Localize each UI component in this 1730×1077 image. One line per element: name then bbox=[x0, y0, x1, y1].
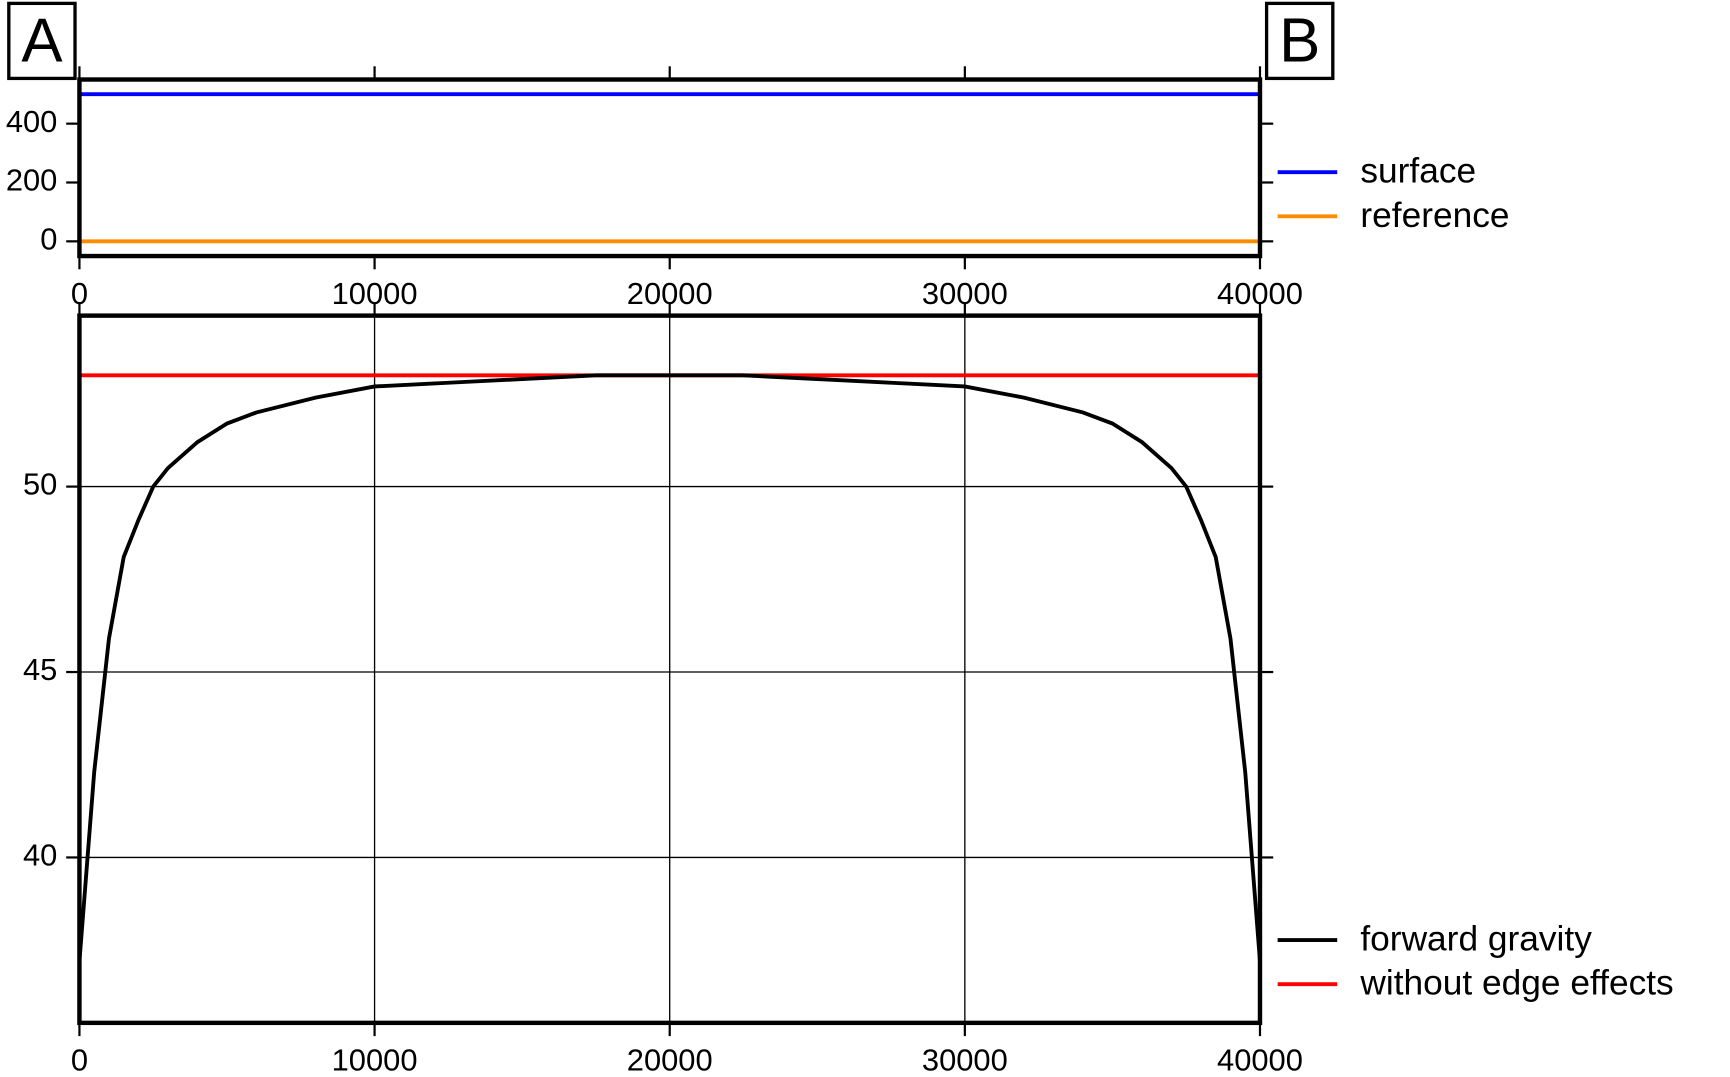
plot-frame bbox=[77, 77, 1263, 259]
x-tick-label: 0 bbox=[71, 276, 88, 311]
x-tick-label: 20000 bbox=[627, 1043, 713, 1077]
y-tick-label: 50 bbox=[23, 467, 57, 502]
legend-label: reference bbox=[1360, 196, 1509, 235]
x-tick-label: 40000 bbox=[1217, 1043, 1303, 1077]
x-tick-label: 30000 bbox=[922, 1043, 1008, 1077]
y-tick-label: 40 bbox=[23, 838, 57, 873]
x-tick-label: 10000 bbox=[332, 1043, 418, 1077]
y-tick-label: 45 bbox=[23, 652, 57, 687]
profile-label: A bbox=[21, 7, 63, 76]
series-line bbox=[77, 373, 1262, 962]
profile-label: B bbox=[1279, 7, 1320, 76]
plot-frame bbox=[77, 313, 1263, 1026]
y-tick-label: 400 bbox=[6, 104, 58, 139]
profile-label-box bbox=[1264, 1, 1335, 81]
profile-label-box bbox=[7, 1, 77, 81]
y-tick-label: 200 bbox=[6, 163, 58, 198]
legend-label: surface bbox=[1360, 152, 1476, 191]
y-tick-label: 0 bbox=[40, 221, 57, 256]
legend-label: without edge effects bbox=[1359, 964, 1673, 1003]
legend-label: forward gravity bbox=[1360, 920, 1592, 959]
x-tick-label: 0 bbox=[71, 1043, 88, 1077]
